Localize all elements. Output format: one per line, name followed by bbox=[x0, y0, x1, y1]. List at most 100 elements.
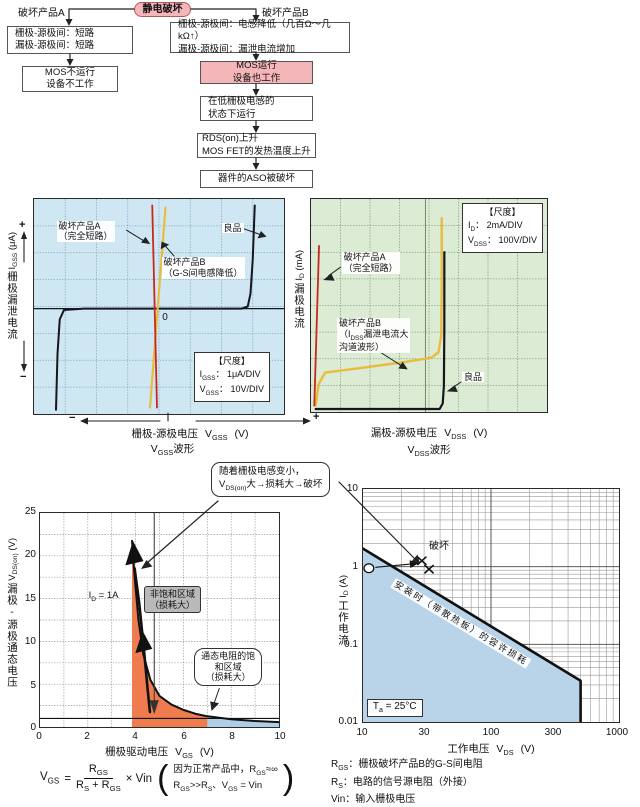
chart3-xtick-6: 6 bbox=[181, 731, 187, 742]
chart3-id-label: ID = 1A bbox=[88, 590, 119, 603]
chart2-curves bbox=[311, 199, 547, 412]
chart2-y-axis-label: ID (mA) 漏极电流 bbox=[292, 250, 307, 329]
chart1-label-good: 良品 bbox=[221, 222, 244, 234]
chart3-ytick-10: 10 bbox=[24, 636, 36, 647]
flow-root-label: 静电破坏 bbox=[142, 4, 183, 15]
flow-root-esd: 静电破坏 bbox=[134, 2, 191, 17]
chart3-ytick-20: 20 bbox=[24, 549, 36, 560]
flow-box-b4-line1: RDS(on)上升 bbox=[202, 133, 258, 145]
flow-box-b4: RDS(on)上升 MOS FET的发热温度上升 bbox=[197, 133, 316, 158]
formula-fraction: RGS RS + RGS bbox=[76, 763, 121, 794]
chart1-y-axis-label: IGSS (μA) 栅极漏泄电流 bbox=[5, 232, 20, 340]
flow-box-a2-line1: MOS不运行 bbox=[44, 66, 96, 78]
formula-paren-close: ) bbox=[282, 759, 295, 798]
chart1-label-product-b: 破坏产品B （G-S间电感降低） bbox=[161, 257, 245, 279]
chart4-plot: 破坏 安装时（带散热板）的容许损耗 Ta = 25°C bbox=[362, 488, 620, 723]
flow-box-b3-line1: 在低栅极电感的 bbox=[208, 96, 275, 108]
flow-box-b2-line1: MOS运行 bbox=[236, 60, 277, 72]
flow-box-b5-line1: 器件的ASO被破坏 bbox=[217, 172, 296, 184]
chart4-y-cjk: 工作电流 bbox=[337, 599, 349, 646]
formula-lhs: VGS bbox=[40, 771, 60, 786]
formula-equals: = bbox=[64, 772, 72, 785]
chart1-y-plus: + bbox=[19, 219, 26, 231]
flow-box-b1: 栅极-源极间：电感降低（几百Ω～几kΩ↑） 漏极-源极间：漏泄电流增加 bbox=[170, 18, 350, 55]
chart3-xtick-0: 0 bbox=[36, 731, 42, 742]
chart3-x-axis-label: 栅极驱动电压 VGS (V) bbox=[105, 746, 214, 761]
chart1-x-axis-label: 栅极-源极电压 VGSS (V) bbox=[131, 428, 249, 443]
chart2-label-product-b: 破坏产品B （IDSS漏泄电流大 沟道波形） bbox=[336, 318, 411, 354]
chart4-xtick-100: 100 bbox=[482, 727, 500, 738]
chart4-xtick-1000: 1000 bbox=[605, 727, 629, 738]
flow-box-a1-line1: 栅极-源极间：短路 bbox=[15, 27, 95, 39]
chart2-label-product-a: 破坏产品A （完全短路） bbox=[341, 252, 400, 274]
chart2-scale-box: 【尺度】 ID： 2mA/DIV VDSS： 100V/DIV bbox=[462, 203, 543, 253]
chart2-label-good: 良品 bbox=[462, 371, 485, 383]
chart1-plot: 破坏产品A （完全短路） 良品 破坏产品B （G-S间电感降低） 0 【尺度】 IG… bbox=[33, 198, 285, 415]
flow-label-product-b: 破坏产品B bbox=[262, 8, 309, 19]
chart3-plot: ID = 1A 非饱和区域 （损耗大） 通态电阻的饱 和区域 （损耗大） bbox=[39, 512, 280, 728]
chart1-caption: VGSS波形 bbox=[150, 443, 195, 458]
chart4-ytick-1: 1 bbox=[352, 561, 358, 572]
flow-box-a1-line2: 漏极-源极间：短路 bbox=[15, 40, 95, 51]
chart3-xtick-2: 2 bbox=[84, 731, 90, 742]
flow-box-b3: 在低栅极电感的 状态下运行 bbox=[200, 96, 313, 121]
chart2-caption: VDSS波形 bbox=[407, 444, 451, 459]
flow-box-b5: 器件的ASO被破坏 bbox=[200, 170, 313, 188]
flow-box-b1-line2: 漏极-源极间：漏泄电流增加 bbox=[178, 43, 296, 55]
flow-label-product-a: 破坏产品A bbox=[18, 8, 65, 19]
chart3-y-cjk: 漏极-源极通态电压 bbox=[6, 582, 18, 688]
chart1-x-minus: − bbox=[69, 412, 76, 424]
formula-note: 因为正常产品中，RGS≈∞ RGS>>RS、VGS = Vin bbox=[173, 764, 278, 793]
chart1-label-product-a: 破坏产品A （完全短路） bbox=[56, 220, 115, 243]
chart3-xtick-4: 4 bbox=[132, 731, 138, 742]
chart3-xtick-8: 8 bbox=[229, 731, 235, 742]
chart3-saturation-label: 通态电阻的饱 和区域 （损耗大） bbox=[194, 647, 263, 687]
formula-mult: × Vin bbox=[125, 772, 153, 785]
vgs-formula: VGS = RGS RS + RGS × Vin ( 因为正常产品中，RGS≈∞… bbox=[40, 759, 295, 798]
flow-box-b2: MOS运行 设备也工作 bbox=[200, 60, 313, 84]
legend-rgs: RGS：栅极破坏产品B的G-S间电阻 bbox=[331, 759, 483, 772]
chart2-y-symbol: ID (mA) bbox=[293, 250, 306, 281]
chart3-xtick-10: 10 bbox=[274, 731, 286, 742]
flow-box-a1: 栅极-源极间：短路 漏极-源极间：短路 bbox=[7, 26, 133, 54]
chart2-plot: 【尺度】 ID： 2mA/DIV VDSS： 100V/DIV 破坏产品A （完全… bbox=[310, 198, 548, 413]
chart4-ytick-01: 0.1 bbox=[344, 639, 358, 650]
chart4-curves bbox=[363, 489, 619, 722]
chart4-xtick-10: 10 bbox=[356, 727, 368, 738]
flow-box-b1-line1: 栅极-源极间：电感降低（几百Ω～几kΩ↑） bbox=[178, 18, 331, 43]
chart3-ytick-5: 5 bbox=[30, 680, 36, 691]
chart4-ytick-10: 10 bbox=[346, 483, 358, 494]
symbol-legend: RGS：栅极破坏产品B的G-S间电阻 RS：电路的信号源电阻（外接） Vin：输… bbox=[331, 757, 483, 807]
formula-paren-open: ( bbox=[157, 759, 169, 798]
chart1-y-minus: − bbox=[20, 371, 27, 383]
chart3-y-axis-label: VDS(on) (V) 漏极-源极通态电压 bbox=[5, 538, 20, 688]
chart3-curves bbox=[40, 513, 279, 727]
flow-box-b4-line2: MOS FET的发热温度上升 bbox=[202, 145, 311, 157]
chart1-y-cjk: 栅极漏泄电流 bbox=[6, 271, 18, 341]
chart2-y-cjk: 漏极电流 bbox=[293, 282, 305, 329]
chart3-ytick-25: 25 bbox=[24, 506, 36, 517]
chart1-y-symbol: IGSS (μA) bbox=[6, 232, 19, 270]
chart4-break-label: 破坏 bbox=[429, 541, 449, 553]
chart1-x-plus: + bbox=[313, 411, 320, 423]
legend-rs: RS：电路的信号源电阻（外接） bbox=[331, 776, 473, 790]
flow-box-b2-line2: 设备也工作 bbox=[232, 72, 281, 84]
chart3-nonsaturation-label: 非饱和区域 （损耗大） bbox=[143, 585, 201, 614]
flow-box-b3-line2: 状态下运行 bbox=[208, 108, 256, 120]
legend-vin: Vin：输入栅极电压 bbox=[331, 794, 416, 805]
callout-gate-resistance: 随着栅极电感变小， VDS(on)大→损耗大→破坏 bbox=[211, 462, 331, 497]
chart4-xtick-30: 30 bbox=[418, 727, 430, 738]
chart4-ytick-001: 0.01 bbox=[338, 716, 358, 727]
chart4-y-symbol: ID (A) bbox=[337, 575, 350, 598]
flow-box-a2-line2: 设备不工作 bbox=[46, 79, 94, 90]
chart4-xtick-300: 300 bbox=[544, 727, 562, 738]
chart4-x-axis-label: 工作电压 VDS (V) bbox=[447, 743, 535, 758]
chart3-ytick-15: 15 bbox=[24, 593, 36, 604]
chart4-ta-label: Ta = 25°C bbox=[366, 698, 423, 718]
chart3-ytick-0: 0 bbox=[30, 722, 36, 733]
chart4-y-axis-label: ID (A) 工作电流 bbox=[336, 575, 351, 646]
flow-box-a2: MOS不运行 设备不工作 bbox=[22, 66, 118, 92]
chart2-x-axis-label: 漏极-源极电压 VDSS (V) bbox=[370, 427, 488, 442]
chart1-scale-box: 【尺度】 IGSS： 1μA/DIV VGSS： 10V/DIV bbox=[193, 352, 270, 402]
